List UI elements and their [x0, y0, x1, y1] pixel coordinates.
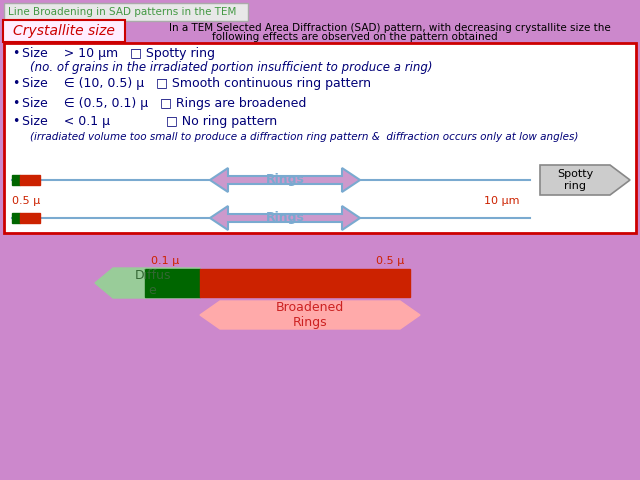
Text: Size    ∈ (10, 0.5) μ   □ Smooth continuous ring pattern: Size ∈ (10, 0.5) μ □ Smooth continuous r…	[22, 77, 371, 91]
Bar	[20, 213, 40, 223]
Text: •: •	[12, 77, 19, 91]
Bar	[20, 175, 40, 185]
Text: Size    > 10 μm   □ Spotty ring: Size > 10 μm □ Spotty ring	[22, 47, 215, 60]
Polygon shape	[540, 165, 630, 195]
Text: 0.5 μ: 0.5 μ	[376, 256, 404, 266]
Text: Rings: Rings	[266, 212, 305, 225]
Polygon shape	[95, 268, 200, 298]
Bar	[12, 175, 20, 185]
Text: 0.1 μ: 0.1 μ	[151, 256, 179, 266]
Text: following effects are observed on the pattern obtained: following effects are observed on the pa…	[212, 32, 498, 42]
Text: Spotty
ring: Spotty ring	[557, 169, 593, 191]
Text: •: •	[12, 116, 19, 129]
Text: Crystallite size: Crystallite size	[13, 24, 115, 38]
Text: •: •	[12, 47, 19, 60]
Text: 10 μm: 10 μm	[484, 196, 520, 206]
Text: Rings: Rings	[266, 173, 305, 187]
Polygon shape	[210, 168, 360, 192]
Text: Broadened
Rings: Broadened Rings	[276, 301, 344, 329]
Polygon shape	[200, 301, 420, 329]
Text: •: •	[12, 96, 19, 109]
FancyBboxPatch shape	[4, 3, 248, 21]
FancyBboxPatch shape	[4, 43, 636, 233]
Text: (irradiated volume too small to produce a diffraction ring pattern &  diffractio: (irradiated volume too small to produce …	[30, 132, 579, 142]
Text: Size    < 0.1 μ              □ No ring pattern: Size < 0.1 μ □ No ring pattern	[22, 116, 277, 129]
Polygon shape	[210, 206, 360, 230]
Text: In a TEM Selected Area Diffraction (SAD) pattern, with decreasing crystallite si: In a TEM Selected Area Diffraction (SAD)…	[169, 23, 611, 33]
FancyBboxPatch shape	[3, 20, 125, 42]
Bar	[200, 269, 410, 297]
Text: (no. of grains in the irradiated portion insufficient to produce a ring): (no. of grains in the irradiated portion…	[30, 60, 433, 73]
Bar	[145, 269, 200, 297]
Text: Line Broadening in SAD patterns in the TEM: Line Broadening in SAD patterns in the T…	[8, 7, 236, 17]
Text: Diffus
e: Diffus e	[134, 269, 171, 297]
Bar	[12, 213, 20, 223]
Text: 0.5 μ: 0.5 μ	[12, 196, 40, 206]
Text: Size    ∈ (0.5, 0.1) μ   □ Rings are broadened: Size ∈ (0.5, 0.1) μ □ Rings are broadene…	[22, 96, 307, 109]
